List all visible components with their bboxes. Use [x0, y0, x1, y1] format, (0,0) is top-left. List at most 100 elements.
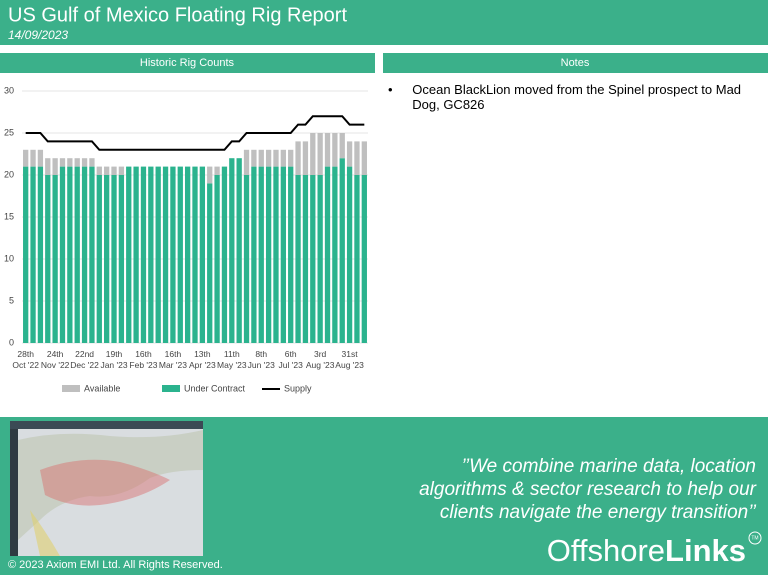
bar-segment — [67, 166, 73, 343]
bar-segment — [133, 166, 139, 343]
bar-segment — [81, 158, 88, 167]
report-title: US Gulf of Mexico Floating Rig Report — [8, 4, 347, 26]
bar-segment — [177, 166, 183, 343]
bar-segment — [243, 175, 250, 343]
bar-segment — [148, 166, 154, 343]
bar-segment — [339, 158, 345, 343]
x-tick-label: 31st Aug '23 — [335, 349, 364, 370]
bar-segment — [207, 183, 213, 343]
report-date: 14/09/2023 — [8, 28, 68, 42]
bar-segment — [170, 166, 176, 343]
brand-bold: Links — [665, 533, 746, 568]
bar-segment — [236, 158, 242, 343]
bar-segment — [251, 166, 257, 343]
y-tick-label: 0 — [9, 337, 14, 347]
x-tick-label: 13th Apr '23 — [189, 349, 216, 370]
bar-segment — [317, 175, 323, 343]
bar-segment — [324, 133, 331, 167]
legend-swatch — [62, 385, 80, 392]
x-tick-label: 8th Jun '23 — [248, 349, 275, 370]
copyright: © 2023 Axiom EMI Ltd. All Rights Reserve… — [8, 559, 223, 571]
bar-segment — [258, 166, 264, 343]
note-text: Ocean BlackLion moved from the Spinel pr… — [412, 82, 742, 112]
bar-segment — [23, 166, 29, 343]
bar-segment — [214, 175, 220, 343]
bar-segment — [273, 149, 279, 167]
bar-segment — [45, 158, 51, 175]
bar-segment — [59, 158, 66, 167]
panel-header — [0, 53, 375, 73]
bar-segment — [30, 149, 36, 167]
bar-segment — [361, 175, 367, 343]
legend-label: Under Contract — [184, 383, 246, 393]
bar-segment — [59, 166, 66, 343]
bar-segment — [155, 166, 161, 343]
bar-segment — [354, 141, 360, 175]
bar-segment — [45, 175, 51, 343]
y-tick-label: 30 — [4, 85, 14, 95]
bar-segment — [52, 158, 58, 175]
bar-segment — [280, 166, 286, 343]
x-tick-label: 24th Nov '22 — [41, 349, 70, 370]
bar-segment — [81, 166, 88, 343]
quote-line: ’’We combine marine data, location — [461, 456, 756, 477]
bar-segment — [354, 175, 360, 343]
bar-segment — [346, 166, 353, 343]
bar-segment — [74, 158, 80, 167]
bar-segment — [214, 166, 220, 175]
bar-segment — [295, 141, 301, 175]
bar-segment — [192, 166, 198, 343]
quote-line: clients navigate the energy transition’’ — [440, 502, 757, 523]
panel-title: Historic Rig Counts — [140, 57, 235, 69]
bar-segment — [324, 166, 331, 343]
y-tick-label: 5 — [9, 295, 14, 305]
y-tick-label: 25 — [4, 127, 14, 137]
bar-segment — [126, 166, 132, 343]
bar-segment — [104, 175, 110, 343]
brand-mark-ring — [748, 531, 762, 545]
bar-segment — [243, 149, 250, 175]
x-tick-label: 6th Jul '23 — [279, 349, 304, 370]
bar-segment — [251, 149, 257, 167]
bar-segment — [339, 133, 345, 159]
bar-segment — [346, 141, 353, 167]
bar-segment — [89, 158, 95, 167]
bar-segment — [310, 175, 316, 343]
bar-segment — [37, 149, 44, 167]
bar-segment — [302, 175, 309, 343]
bar-segment — [30, 166, 36, 343]
bar-segment — [96, 166, 102, 175]
bar-segment — [273, 166, 279, 343]
bar-segment — [361, 141, 367, 175]
bar-segment — [288, 166, 294, 343]
bar-segment — [280, 149, 286, 167]
bar-segment — [162, 166, 169, 343]
notes-list: • Ocean BlackLion moved from the Spinel p… — [388, 82, 758, 116]
legend-swatch — [162, 385, 180, 392]
bar-segment — [67, 158, 73, 167]
bar-segment — [221, 166, 228, 343]
bar-segment — [118, 166, 125, 175]
bar-segment — [332, 166, 338, 343]
bar-segment — [265, 149, 272, 167]
bar-segment — [111, 166, 117, 175]
bar-segment — [295, 175, 301, 343]
bar-segment — [332, 133, 338, 167]
x-tick-label: 3rd Aug '23 — [306, 349, 335, 370]
bar-segment — [52, 175, 58, 343]
bar-segment — [184, 166, 191, 343]
bar-segment — [96, 175, 102, 343]
bar-segment — [118, 175, 125, 343]
panel-header — [383, 53, 768, 73]
quote-line: algorithms & sector research to help our — [419, 479, 757, 500]
x-tick-label: 28th Oct '22 — [12, 349, 39, 370]
brand-plain: Offshore — [547, 533, 665, 568]
bar-segment — [140, 166, 147, 343]
x-tick-label: 22nd Dec '22 — [70, 349, 99, 370]
bar-segment — [104, 166, 110, 175]
notes-title: Notes — [561, 57, 590, 69]
bar-segment — [199, 166, 206, 343]
legend-label: Available — [84, 383, 120, 393]
x-tick-label: 16th Mar '23 — [159, 349, 187, 370]
x-tick-label: 19th Jan '23 — [100, 349, 127, 370]
